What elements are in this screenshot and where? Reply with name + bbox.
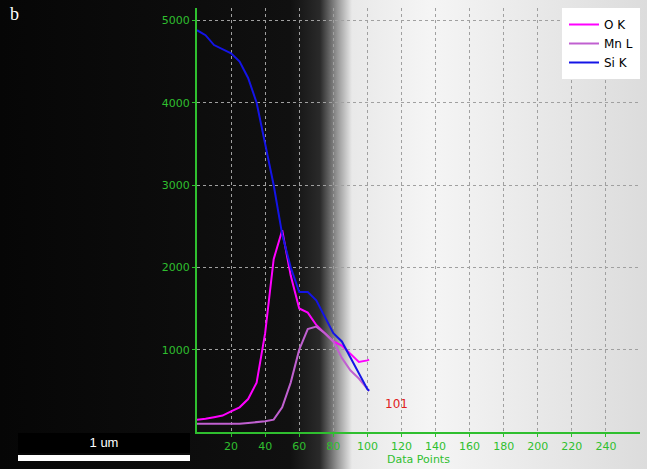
svg-text:80: 80: [326, 440, 340, 453]
svg-text:240: 240: [595, 440, 616, 453]
svg-text:40: 40: [258, 440, 272, 453]
svg-text:160: 160: [459, 440, 480, 453]
html-text:1 um: 1 um: [89, 435, 119, 450]
svg-text:3000: 3000: [162, 179, 190, 192]
svg-text:4000: 4000: [162, 97, 190, 110]
svg-text:1000: 1000: [162, 344, 190, 357]
svg-text:Si K: Si K: [604, 56, 628, 70]
svg-text:101: 101: [385, 397, 408, 411]
svg-text:200: 200: [527, 440, 548, 453]
svg-text:Mn L: Mn L: [604, 37, 633, 51]
svg-text:60: 60: [292, 440, 306, 453]
svg-text:120: 120: [391, 440, 412, 453]
svg-text:180: 180: [493, 440, 514, 453]
svg-text:Data Points: Data Points: [387, 453, 450, 466]
svg-text:5000: 5000: [162, 14, 190, 27]
svg-text:220: 220: [561, 440, 582, 453]
svg-text:20: 20: [224, 440, 238, 453]
svg-text:O K: O K: [604, 18, 626, 32]
svg-text:140: 140: [425, 440, 446, 453]
html-text:b: b: [10, 4, 19, 24]
svg-text:2000: 2000: [162, 261, 190, 274]
svg-text:100: 100: [357, 440, 378, 453]
